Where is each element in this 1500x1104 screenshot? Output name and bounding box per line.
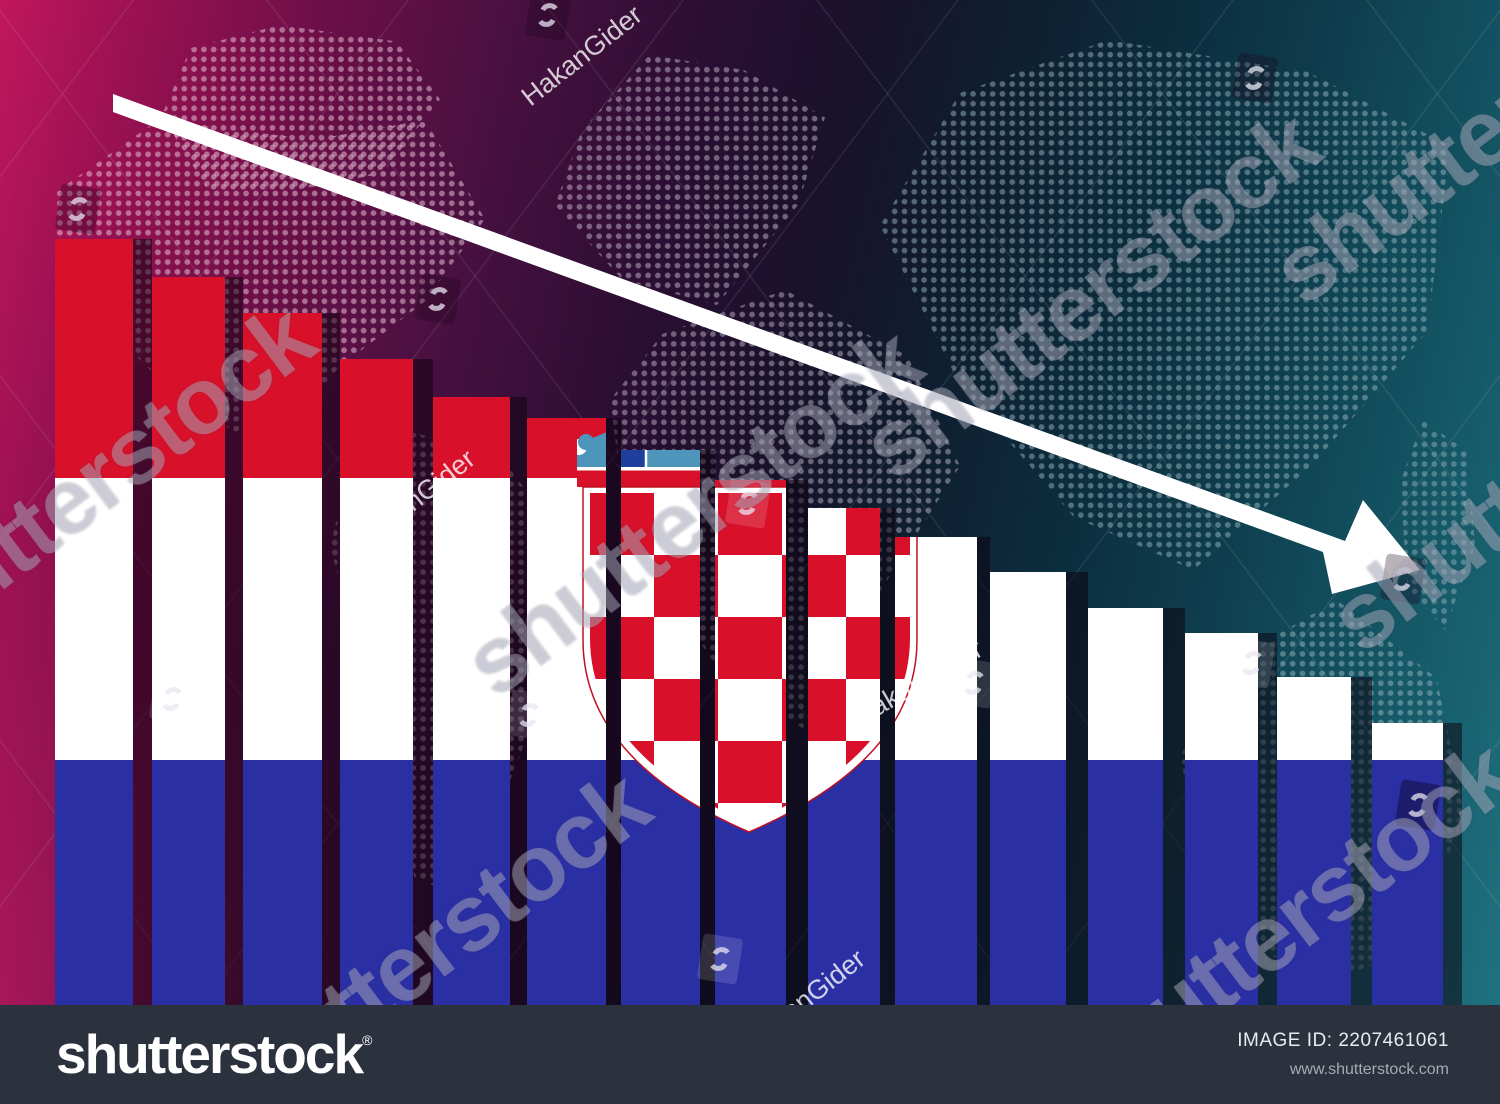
watermark-s-tile bbox=[696, 933, 744, 985]
bar-shadow-stripe bbox=[1163, 608, 1185, 1005]
website-text: www.shutterstock.com bbox=[1289, 1061, 1449, 1078]
registered-mark: ® bbox=[362, 1032, 373, 1048]
shutterstock-logo: shutterstock® bbox=[56, 1023, 373, 1085]
shutterstock-s-icon bbox=[1245, 66, 1265, 90]
watermark-s-tile bbox=[54, 183, 102, 235]
shutterstock-s-icon bbox=[1408, 793, 1428, 817]
map-continent-dots bbox=[555, 55, 825, 305]
image-meta: IMAGE ID: 2207461061 www.shutterstock.co… bbox=[1237, 1030, 1449, 1079]
shutterstock-s-icon bbox=[1242, 651, 1262, 675]
shutterstock-s-icon bbox=[519, 703, 539, 727]
shutterstock-s-icon bbox=[1393, 567, 1413, 591]
bar-shadow-stripe bbox=[1258, 633, 1277, 1005]
watermark-s-tile bbox=[148, 673, 196, 725]
watermark-s-tile bbox=[414, 273, 462, 325]
shutterstock-s-icon bbox=[710, 947, 730, 971]
bar-shadow-stripe bbox=[977, 537, 990, 1005]
watermark-s-tile bbox=[950, 657, 998, 709]
watermark-s-tile bbox=[1228, 637, 1276, 689]
shutterstock-s-icon bbox=[738, 491, 758, 515]
image-id-text: IMAGE ID: 2207461061 bbox=[1237, 1030, 1449, 1051]
bar-shadow-stripe bbox=[322, 313, 340, 1005]
shutterstock-s-icon bbox=[428, 287, 448, 311]
shutterstock-s-icon bbox=[538, 3, 558, 27]
bar-shadow-stripe bbox=[786, 480, 808, 1005]
watermark-s-tile bbox=[524, 0, 572, 41]
footer-bar: shutterstock® IMAGE ID: 2207461061 www.s… bbox=[0, 1005, 1500, 1104]
shutterstock-s-icon bbox=[162, 687, 182, 711]
watermark-s-tile bbox=[1379, 553, 1427, 605]
bar-shadow-stripe bbox=[133, 239, 152, 1005]
watermark-s-tile bbox=[724, 477, 772, 529]
watermark-s-tile bbox=[505, 689, 553, 741]
bar-shadow-stripe bbox=[1443, 723, 1462, 1005]
shutterstock-s-icon bbox=[964, 671, 984, 695]
bar-shadow-stripe bbox=[1066, 572, 1088, 1005]
watermark-s-tile bbox=[1231, 52, 1279, 104]
bar-shadow-stripe bbox=[1351, 677, 1372, 1005]
bar-shadow-stripe bbox=[880, 508, 895, 1005]
watermark-s-tile bbox=[1394, 779, 1442, 831]
shutterstock-s-icon bbox=[68, 197, 88, 221]
